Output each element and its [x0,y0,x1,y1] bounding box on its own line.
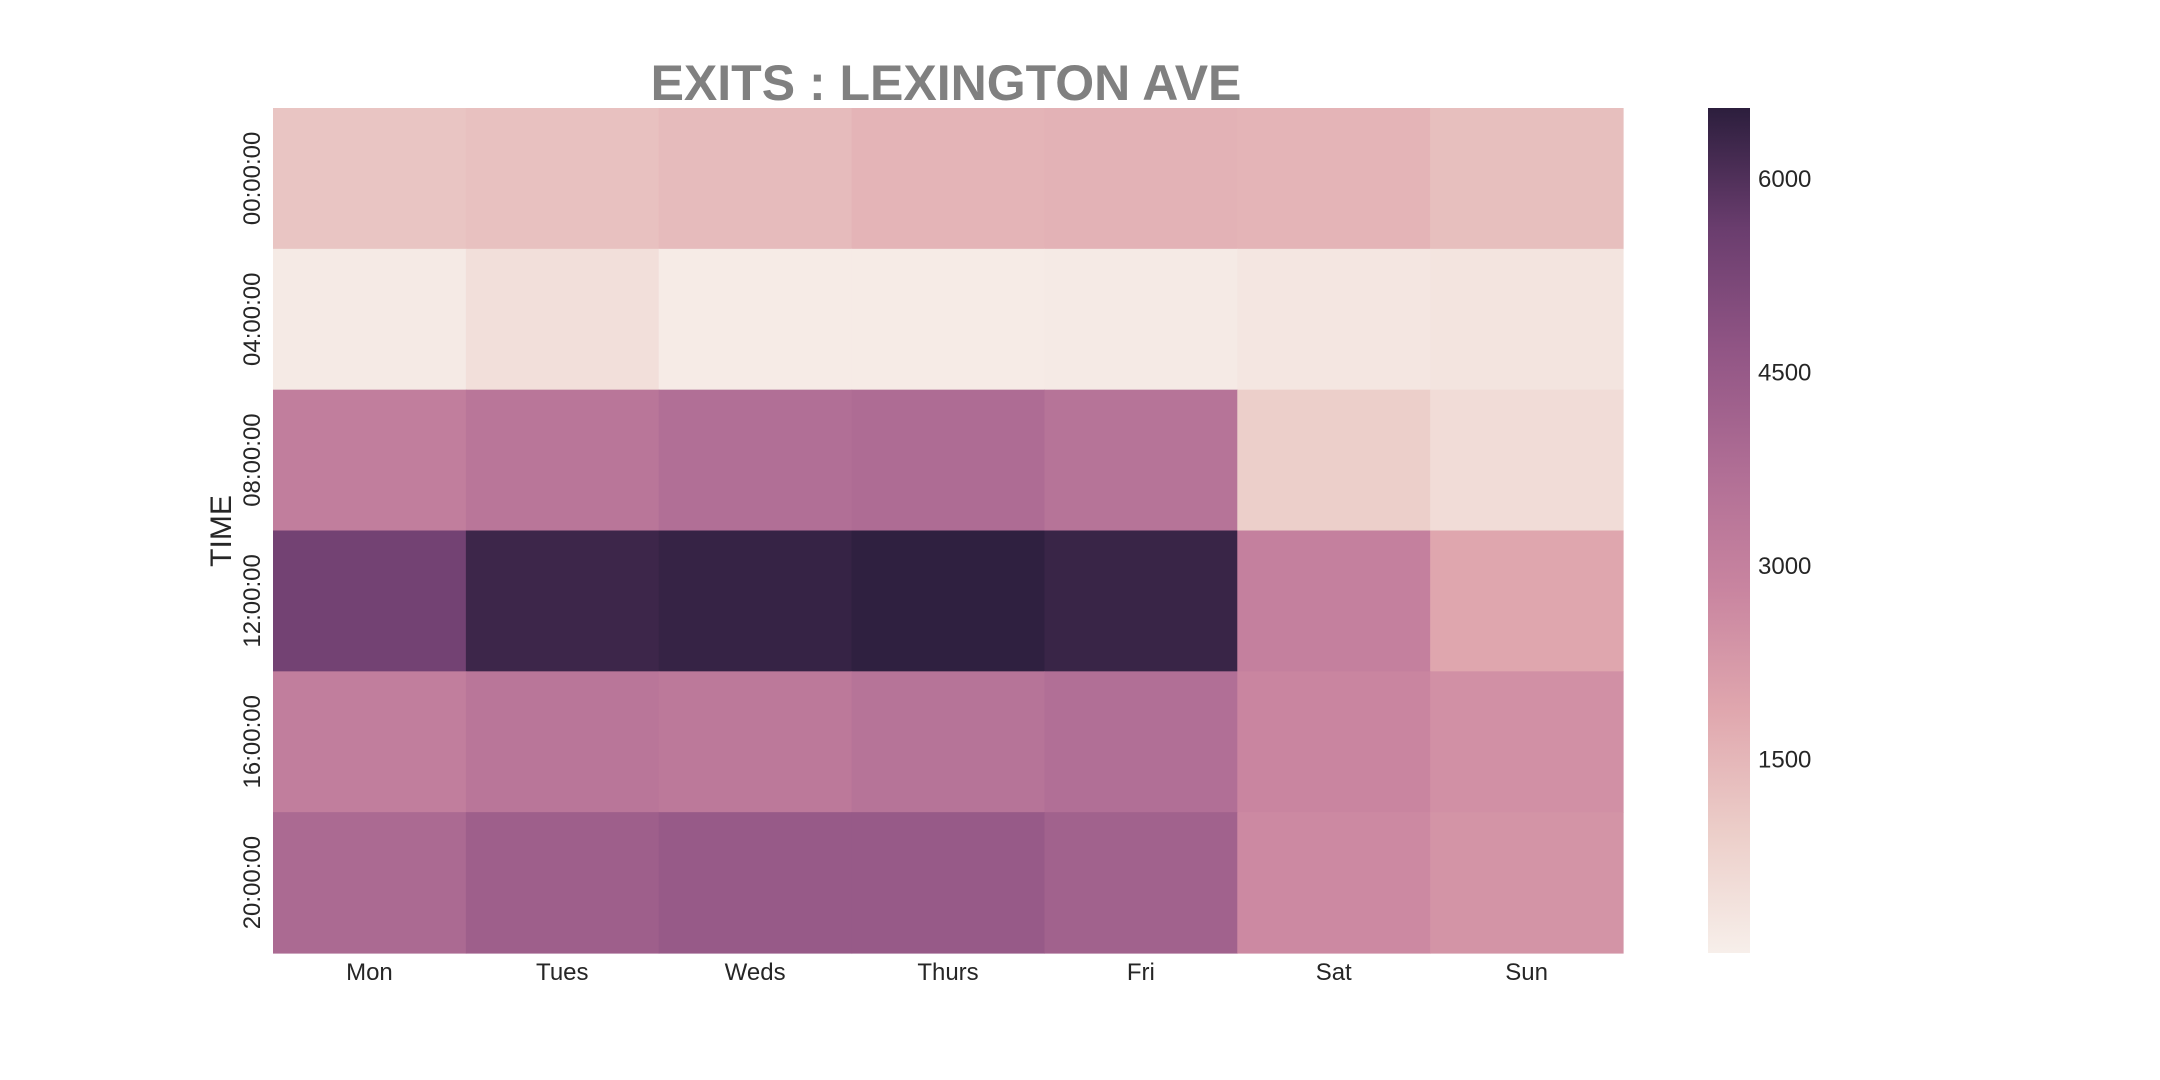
heatmap-cell [1430,530,1624,672]
heatmap-cell [273,812,467,954]
heatmap-cell [658,248,853,391]
heatmap-cell [658,530,853,672]
heatmap-cell [658,671,853,813]
heatmap-cell [273,530,467,672]
colorbar: 1500 3000 4500 6000 [1708,108,1811,953]
heatmap-cell [851,108,1046,250]
x-tick-label: Sat [1316,959,1352,986]
x-tick-label: Mon [346,959,393,986]
heatmap-cell [1237,248,1431,391]
heatmap-cell [1237,671,1431,813]
heatmap-cell [465,248,660,391]
heatmap-cell [273,108,467,250]
heatmap-cell [1237,530,1431,672]
heatmap-cell [1430,389,1624,532]
heatmap-cell [1044,389,1238,532]
heatmap-cell [1044,671,1238,813]
heatmap-cell [465,108,660,250]
heatmap-cell [273,389,467,532]
heatmap-cell [1044,108,1238,250]
heatmap-cell [1430,108,1624,250]
x-tick-label: Thurs [917,959,978,986]
heatmap-cell [1044,530,1238,672]
heatmap-cell [658,389,853,532]
heatmap-cell [658,108,853,250]
y-axis-tick-labels: 00:00:00 04:00:00 08:00:00 12:00:00 16:00:00… [239,132,266,930]
heatmap-cell [1237,389,1431,532]
heatmap-cell [1237,108,1431,250]
x-tick-label: Fri [1127,959,1155,986]
heatmap-cell [1430,248,1624,391]
y-tick-label: 04:00:00 [239,273,266,366]
heatmap-cell [273,248,467,391]
heatmap-cell [1044,248,1238,391]
y-tick-label: 08:00:00 [239,413,266,506]
colorbar-tick-label: 4500 [1758,359,1811,386]
heatmap-cell [465,389,660,532]
x-tick-label: Sun [1505,959,1548,986]
y-tick-label: 00:00:00 [239,132,266,225]
colorbar-tick-labels: 1500 3000 4500 6000 [1758,166,1811,774]
heatmap-cell [1430,671,1624,813]
heatmap-cell [851,248,1046,391]
colorbar-tick-label: 1500 [1758,746,1811,773]
heatmap-cell [851,671,1046,813]
colorbar-gradient-bar [1708,108,1750,953]
heatmap-cell [851,530,1046,672]
y-tick-label: 20:00:00 [239,836,266,929]
chart-title: EXITS : LEXINGTON AVE [651,55,1242,111]
colorbar-tick-label: 6000 [1758,166,1811,193]
y-tick-label: 12:00:00 [239,554,266,647]
x-tick-label: Tues [536,959,588,986]
x-axis-tick-labels: Mon Tues Weds Thurs Fri Sat Sun [346,959,1548,986]
heatmap-cell [465,530,660,672]
heatmap-cells [273,108,1624,954]
heatmap-cell [851,812,1046,954]
heatmap-cell [1430,812,1624,954]
x-tick-label: Weds [725,959,786,986]
colorbar-tick-label: 3000 [1758,553,1811,580]
heatmap-cell [273,671,467,813]
y-axis-label: TIME [205,495,238,567]
heatmap-cell [851,389,1046,532]
heatmap-cell [1044,812,1238,954]
heatmap-cell [1237,812,1431,954]
y-tick-label: 16:00:00 [239,695,266,788]
heatmap-cell [658,812,853,954]
heatmap-cell [465,671,660,813]
heatmap-cell [465,812,660,954]
